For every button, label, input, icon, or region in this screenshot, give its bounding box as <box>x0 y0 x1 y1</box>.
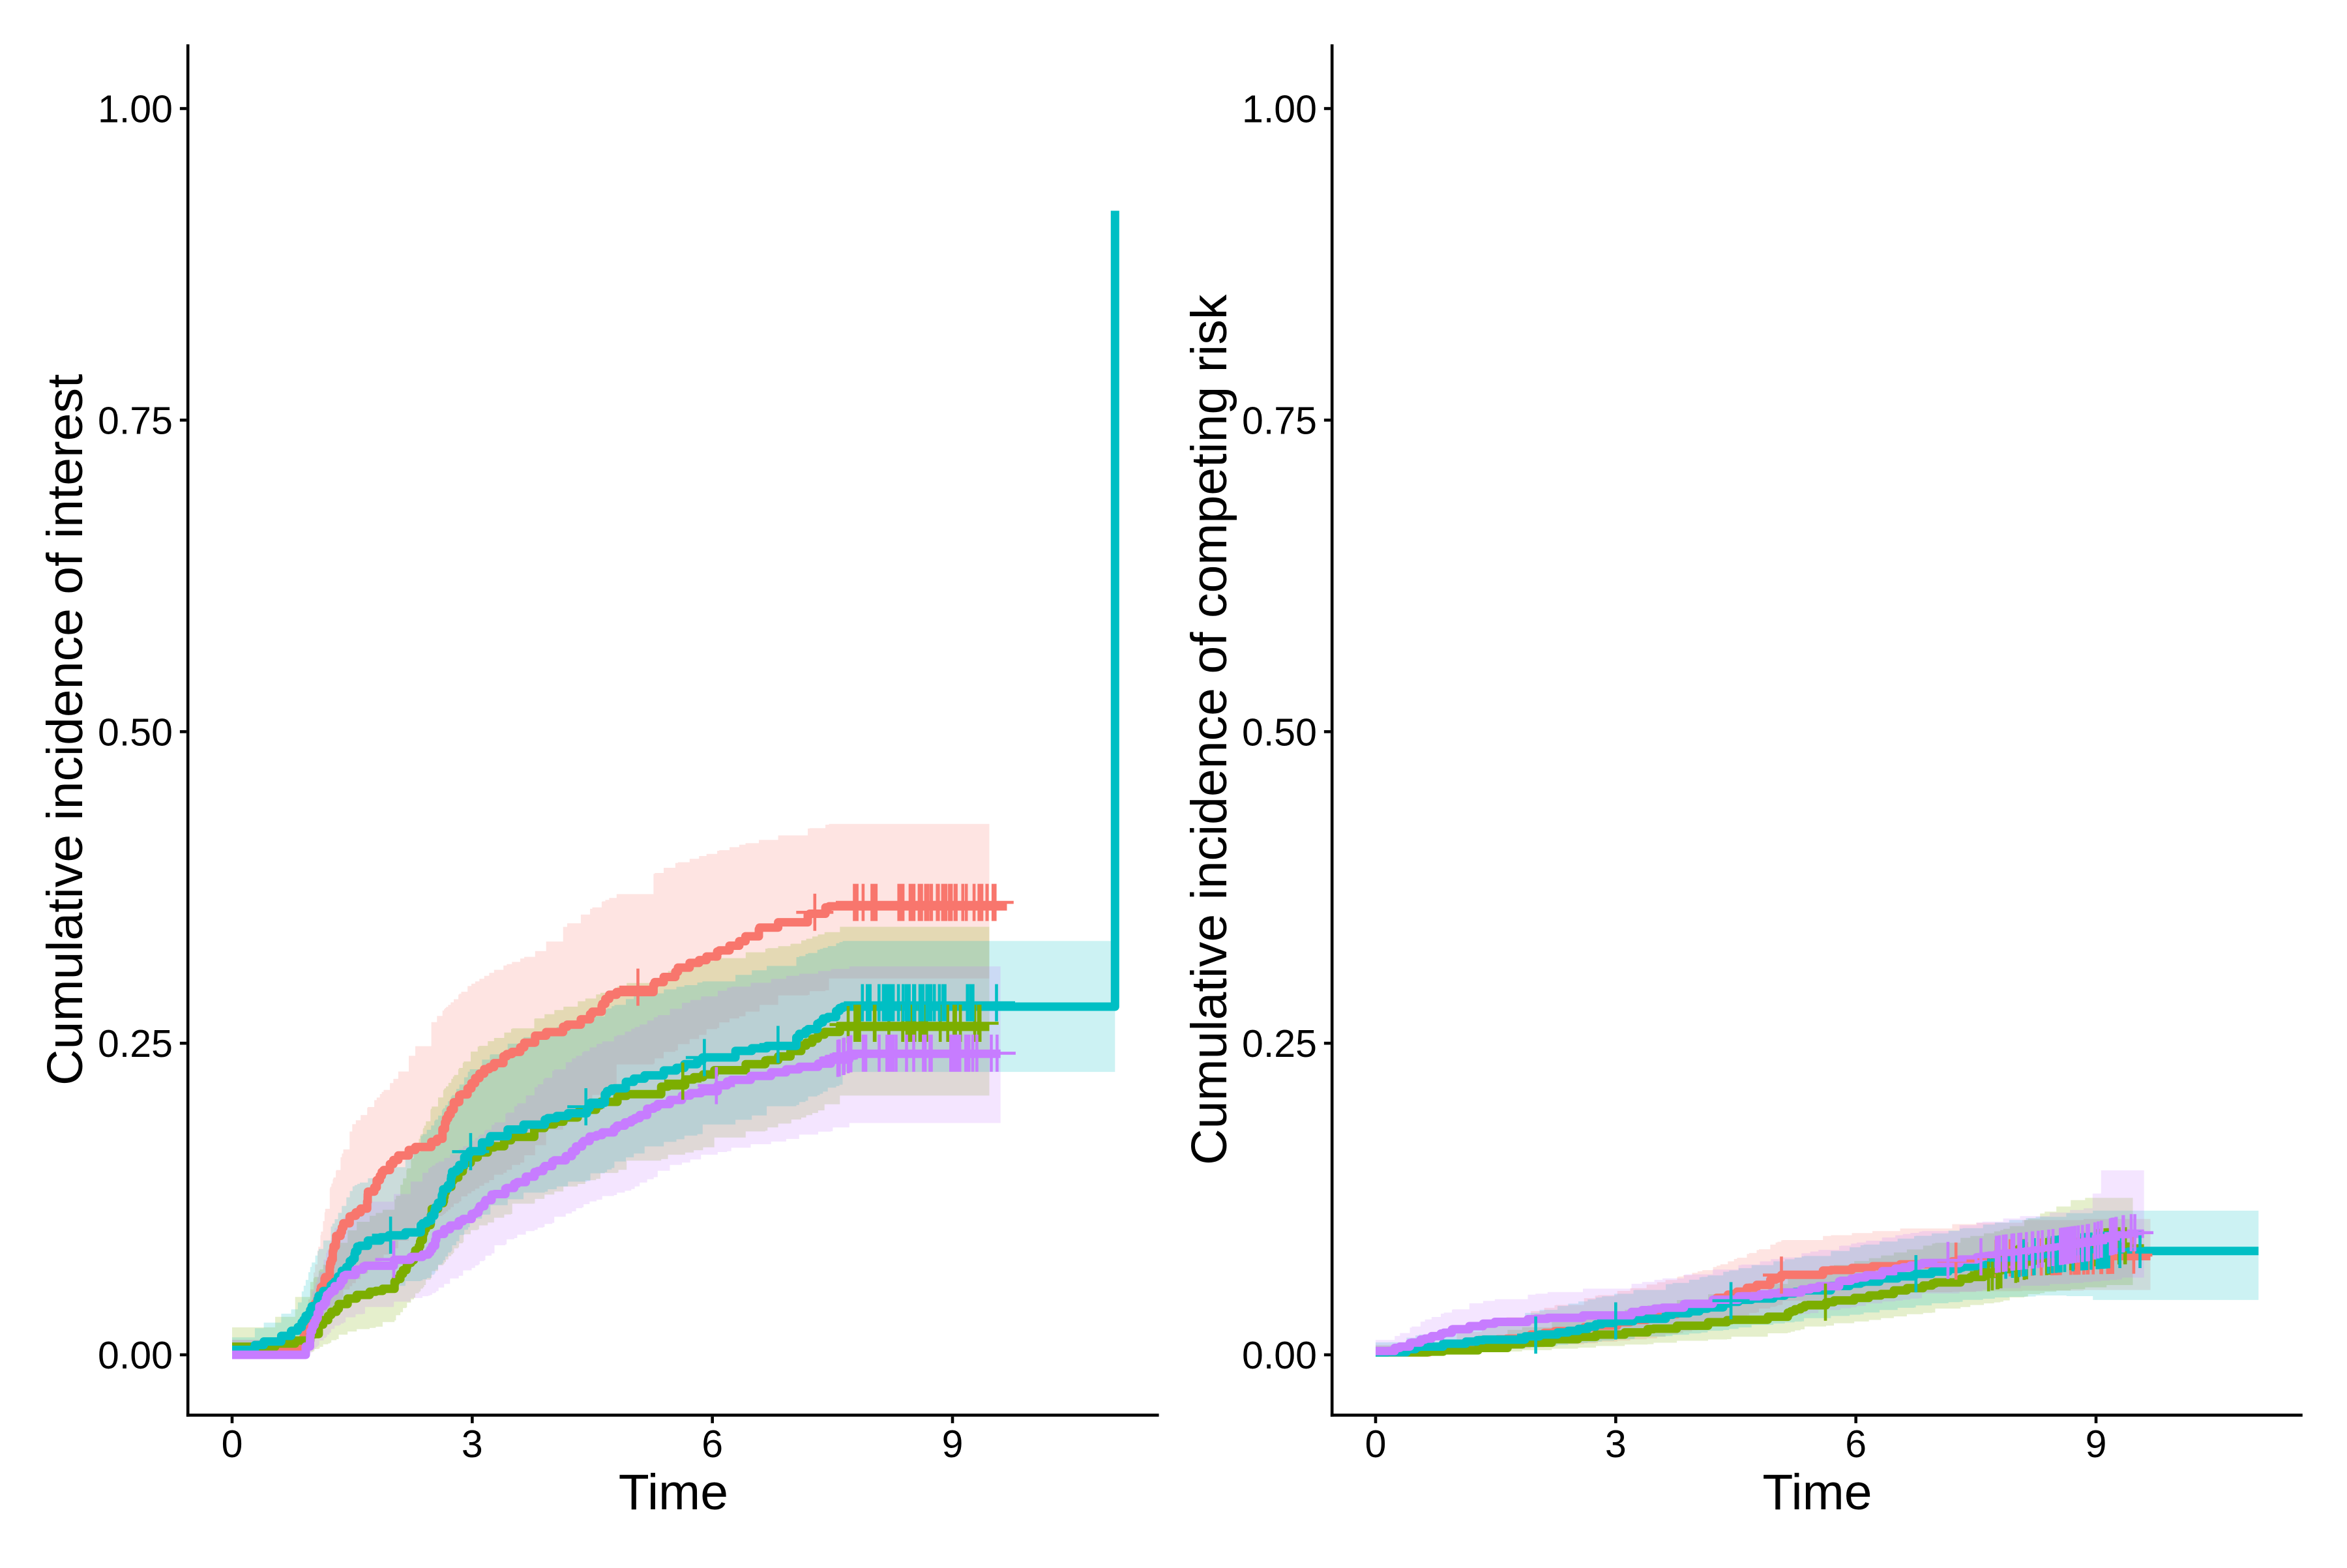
svg-text:1.00: 1.00 <box>98 88 173 131</box>
svg-text:0.75: 0.75 <box>1242 399 1317 442</box>
svg-text:9: 9 <box>2086 1423 2107 1466</box>
svg-text:0: 0 <box>1365 1423 1387 1466</box>
svg-text:Cumulative incidence of intere: Cumulative incidence of interest <box>37 374 93 1086</box>
svg-text:0.00: 0.00 <box>1242 1334 1317 1377</box>
svg-text:9: 9 <box>942 1423 964 1466</box>
svg-text:0.25: 0.25 <box>1242 1022 1317 1065</box>
svg-text:0.25: 0.25 <box>98 1022 173 1065</box>
svg-text:0.00: 0.00 <box>98 1334 173 1377</box>
svg-text:Cumulative incidence of compet: Cumulative incidence of competing risk <box>1181 294 1237 1165</box>
svg-text:1.00: 1.00 <box>1242 88 1317 131</box>
svg-text:6: 6 <box>1845 1423 1867 1466</box>
svg-text:Time: Time <box>1762 1464 1872 1520</box>
svg-text:Time: Time <box>619 1464 728 1520</box>
svg-text:0.50: 0.50 <box>98 711 173 754</box>
svg-text:3: 3 <box>1605 1423 1627 1466</box>
svg-text:0: 0 <box>222 1423 243 1466</box>
svg-text:3: 3 <box>462 1423 483 1466</box>
svg-text:6: 6 <box>701 1423 723 1466</box>
svg-text:0.50: 0.50 <box>1242 711 1317 754</box>
svg-text:0.75: 0.75 <box>98 399 173 442</box>
